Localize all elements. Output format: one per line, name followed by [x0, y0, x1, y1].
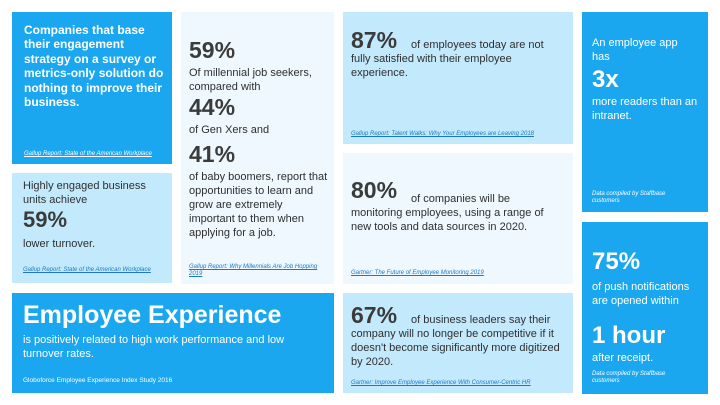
card-monitoring: 80% of companies will be monitoring empl…: [343, 153, 573, 284]
leaders-text: of business leaders say their company wi…: [351, 314, 560, 369]
card-push: 75% of push notifications are opened wit…: [582, 222, 708, 394]
turnover-stat: 59%: [23, 207, 68, 232]
leaders-source[interactable]: Gartner: Improve Employee Experience Wit…: [351, 380, 531, 386]
experience-source: Globoforce Employee Experience Index Stu…: [23, 377, 173, 384]
app-source: Data compiled by Staffbase customers: [592, 191, 666, 205]
card-app: An employee app has 3x more readers than…: [582, 12, 708, 212]
survey-text: Companies that base their engagement str…: [24, 23, 164, 109]
push-stat: 75%: [592, 248, 641, 275]
millennial-stat-2: 44%: [189, 94, 236, 120]
satisfied-stat: 87%: [351, 29, 397, 52]
turnover-text-before: Highly engaged business units achieve: [23, 180, 146, 207]
experience-title: Employee Experience: [23, 301, 282, 329]
monitoring-text: of companies will be monitoring employee…: [351, 193, 544, 234]
millennial-text-3: of baby boomers, report that opportuniti…: [189, 171, 328, 240]
card-turnover: Highly engaged business units achieve 59…: [12, 173, 172, 283]
millennial-stat-1: 59%: [189, 37, 236, 63]
card-leaders: 67% of business leaders say their compan…: [343, 293, 573, 393]
push-text-2: after receipt.: [592, 352, 654, 364]
millennial-text-2: of Gen Xers and: [189, 124, 270, 136]
app-text-after: more readers than an intranet.: [592, 96, 698, 123]
push-source: Data compiled by Staffbase customers: [592, 371, 666, 385]
push-stat-2: 1 hour: [592, 322, 666, 349]
satisfied-text: of employees today are not fully satisfi…: [351, 39, 544, 80]
leaders-stat: 67%: [351, 302, 398, 328]
card-satisfied: 87% of employees today are not fully sat…: [343, 12, 573, 144]
millennial-source[interactable]: Gallup Report: Why Millennials Are Job H…: [189, 264, 318, 278]
push-text-1: of push notifications are opened within: [592, 281, 690, 308]
satisfied-stat-value: 87%: [351, 27, 398, 53]
millennial-stat-3: 41%: [189, 141, 236, 167]
survey-source[interactable]: Gallup Report: State of the American Wor…: [24, 151, 152, 157]
monitoring-stat: 80%: [351, 177, 398, 203]
turnover-source[interactable]: Gallup Report: State of the American Wor…: [23, 267, 151, 273]
card-millennial: 59% Of millennial job seekers, compared …: [181, 12, 334, 284]
app-stat: 3x: [592, 66, 619, 93]
millennial-text-1: Of millennial job seekers, compared with: [189, 67, 312, 94]
monitoring-source[interactable]: Gartner: The Future of Employee Monitori…: [351, 270, 484, 276]
card-survey: Companies that base their engagement str…: [12, 12, 172, 164]
turnover-text-after: lower turnover.: [23, 238, 96, 250]
card-experience: Employee Experience is positively relate…: [12, 293, 334, 393]
app-text-before: An employee app has: [592, 37, 678, 64]
satisfied-source[interactable]: Gallup Report: Talent Walks: Why Your Em…: [351, 131, 534, 137]
experience-text: is positively related to high work perfo…: [23, 334, 285, 361]
